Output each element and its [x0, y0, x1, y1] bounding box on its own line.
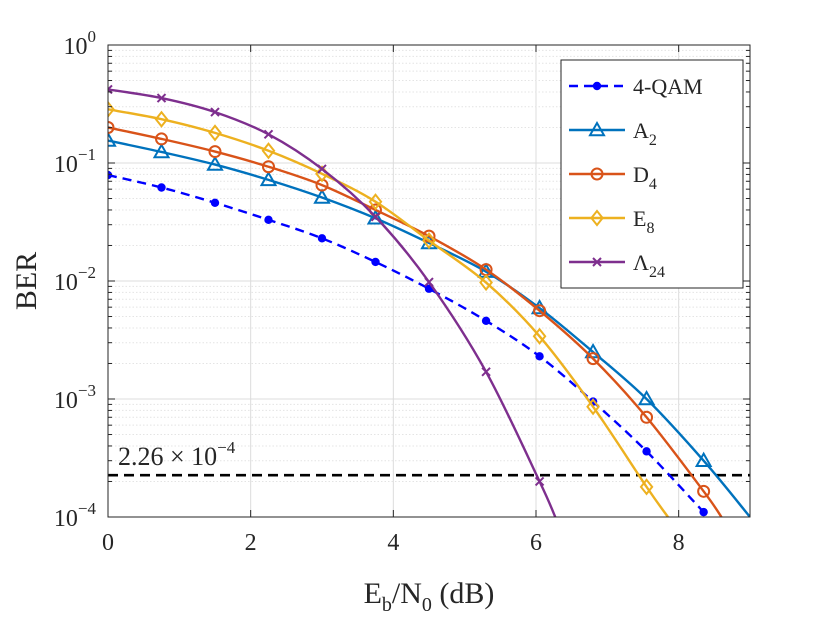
data-point-dot — [642, 447, 650, 455]
data-point-dot — [371, 258, 379, 266]
data-point-dot — [699, 508, 707, 516]
data-point-dot — [535, 352, 543, 360]
data-point-dot — [157, 183, 165, 191]
y-tick-label: 10−4 — [54, 499, 97, 532]
y-tick-label: 10−3 — [54, 381, 96, 414]
x-tick-label: 6 — [530, 530, 542, 556]
y-tick-label: 100 — [64, 27, 97, 60]
data-point-dot — [264, 216, 272, 224]
data-point-x — [482, 368, 490, 376]
x-tick-label: 2 — [245, 530, 257, 556]
y-axis-label: BER — [10, 252, 43, 310]
x-axis-label: Eb/N0 (dB) — [364, 577, 495, 616]
ber-chart: 0 2 4 6 8 100 10−1 10−2 10−3 10−4 2.26 × 10−4 Eb/… — [0, 0, 830, 623]
data-point-dot — [211, 199, 219, 207]
data-point-dot — [482, 317, 490, 325]
legend-label: 4-QAM — [633, 74, 703, 99]
data-point-x — [265, 130, 273, 138]
reference-label-base: 2.26 × 10 — [118, 442, 217, 471]
data-point-dot — [318, 234, 326, 242]
reference-line-label: 2.26 × 10−4 — [118, 438, 236, 471]
y-tick-label: 10−1 — [54, 145, 96, 178]
x-tick-label: 0 — [102, 530, 114, 556]
y-tick-label: 10−2 — [54, 263, 96, 296]
x-tick-label: 4 — [387, 530, 399, 556]
reference-label-exponent: −4 — [217, 438, 236, 457]
x-tick-label: 8 — [673, 530, 685, 556]
data-point-dot — [593, 82, 601, 90]
